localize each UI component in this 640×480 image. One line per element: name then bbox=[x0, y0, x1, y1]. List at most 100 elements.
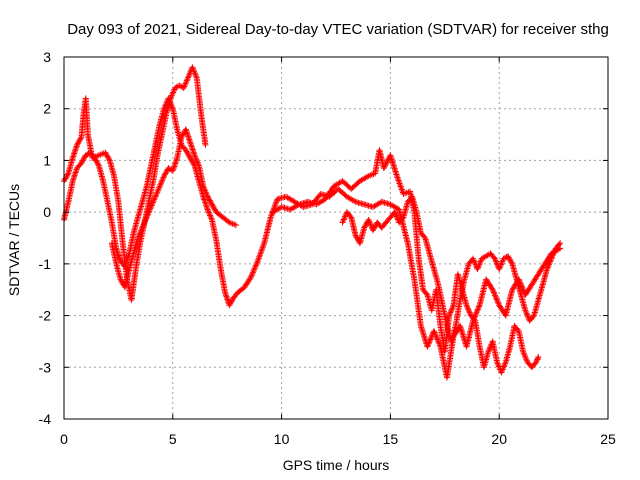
data-point bbox=[354, 201, 357, 203]
data-point bbox=[152, 180, 155, 182]
data-point bbox=[346, 211, 348, 213]
data-point bbox=[485, 278, 487, 281]
data-point bbox=[156, 154, 159, 157]
data-point bbox=[531, 366, 533, 369]
data-point bbox=[185, 128, 187, 131]
series-trace-b bbox=[61, 95, 564, 381]
chart-title: Day 093 of 2021, Sidereal Day-to-day VTE… bbox=[67, 21, 609, 38]
data-point bbox=[393, 211, 396, 213]
plot-frame bbox=[63, 56, 609, 420]
data-point bbox=[189, 141, 192, 144]
data-point bbox=[148, 201, 150, 203]
data-point bbox=[119, 278, 122, 281]
data-point bbox=[446, 325, 448, 327]
data-point bbox=[472, 257, 474, 260]
data-point bbox=[389, 216, 392, 219]
y-axis-label: SDTVAR / TECUs bbox=[6, 184, 22, 296]
data-point bbox=[494, 257, 496, 260]
data-point bbox=[367, 175, 370, 177]
data-point bbox=[237, 291, 239, 294]
data-point bbox=[487, 350, 490, 353]
data-point bbox=[215, 211, 218, 213]
data-point bbox=[119, 260, 122, 263]
data-point bbox=[232, 296, 235, 299]
data-point bbox=[135, 268, 137, 270]
data-point bbox=[178, 84, 181, 87]
data-point bbox=[454, 325, 457, 327]
x-tick-label: 0 bbox=[60, 431, 68, 447]
data-point bbox=[222, 216, 224, 219]
data-point bbox=[130, 299, 133, 301]
y-tick-label: 3 bbox=[43, 49, 51, 65]
data-point bbox=[298, 203, 300, 206]
data-point bbox=[124, 265, 126, 268]
data-point bbox=[204, 144, 207, 146]
data-point bbox=[437, 283, 440, 286]
y-tick-label: 2 bbox=[43, 101, 51, 117]
data-point bbox=[276, 198, 279, 201]
data-point bbox=[165, 113, 168, 115]
data-point bbox=[202, 195, 205, 198]
data-point bbox=[359, 242, 361, 244]
data-point bbox=[524, 294, 527, 296]
data-point bbox=[402, 216, 405, 219]
data-point bbox=[182, 87, 185, 89]
data-point bbox=[380, 201, 383, 203]
data-point bbox=[98, 164, 100, 167]
series-trace-c bbox=[108, 126, 239, 291]
data-point bbox=[550, 257, 553, 260]
x-tick-label: 10 bbox=[274, 431, 290, 447]
data-point bbox=[507, 255, 509, 257]
data-point bbox=[465, 304, 468, 307]
data-point bbox=[115, 263, 118, 265]
data-point bbox=[463, 278, 466, 281]
data-point bbox=[383, 167, 385, 169]
y-tick-label: 0 bbox=[43, 204, 51, 220]
data-point bbox=[372, 229, 374, 232]
data-point bbox=[341, 180, 344, 182]
data-point bbox=[374, 172, 376, 175]
data-point bbox=[470, 314, 472, 317]
data-point bbox=[559, 247, 561, 250]
data-point bbox=[272, 211, 274, 213]
data-point bbox=[128, 268, 131, 270]
data-point bbox=[459, 325, 461, 327]
data-point bbox=[71, 180, 74, 182]
data-point bbox=[293, 201, 296, 203]
data-point bbox=[491, 288, 494, 291]
x-axis-label: GPS time / hours bbox=[283, 457, 390, 473]
data-point bbox=[450, 340, 453, 343]
data-point bbox=[491, 340, 494, 343]
data-point bbox=[263, 242, 265, 244]
data-point bbox=[243, 286, 246, 288]
axis-ticks: 0 5 10 15 20 25 -4 -3 -2 -1 0 1 2 3 bbox=[39, 49, 616, 447]
data-point bbox=[376, 221, 379, 224]
data-point bbox=[172, 169, 174, 172]
data-point bbox=[433, 268, 435, 270]
data-point bbox=[163, 175, 165, 177]
data-point bbox=[465, 345, 468, 348]
data-point bbox=[76, 144, 78, 146]
data-point bbox=[302, 206, 305, 208]
data-point bbox=[511, 288, 514, 291]
data-point bbox=[315, 203, 318, 206]
data-point bbox=[256, 260, 259, 263]
data-point bbox=[426, 345, 429, 348]
data-point bbox=[476, 268, 479, 270]
data-point bbox=[424, 237, 427, 239]
data-point bbox=[306, 201, 309, 203]
data-point bbox=[145, 216, 148, 219]
data-point bbox=[174, 87, 176, 89]
data-point bbox=[324, 198, 326, 201]
data-point bbox=[84, 97, 87, 100]
data-point bbox=[485, 255, 487, 257]
data-point bbox=[269, 216, 272, 219]
data-point bbox=[417, 257, 420, 260]
x-tick-label: 20 bbox=[491, 431, 507, 447]
data-point bbox=[402, 193, 405, 195]
data-point bbox=[378, 149, 381, 151]
data-point bbox=[439, 345, 442, 348]
data-point bbox=[71, 157, 74, 159]
data-point bbox=[354, 234, 357, 237]
data-point bbox=[528, 319, 531, 322]
